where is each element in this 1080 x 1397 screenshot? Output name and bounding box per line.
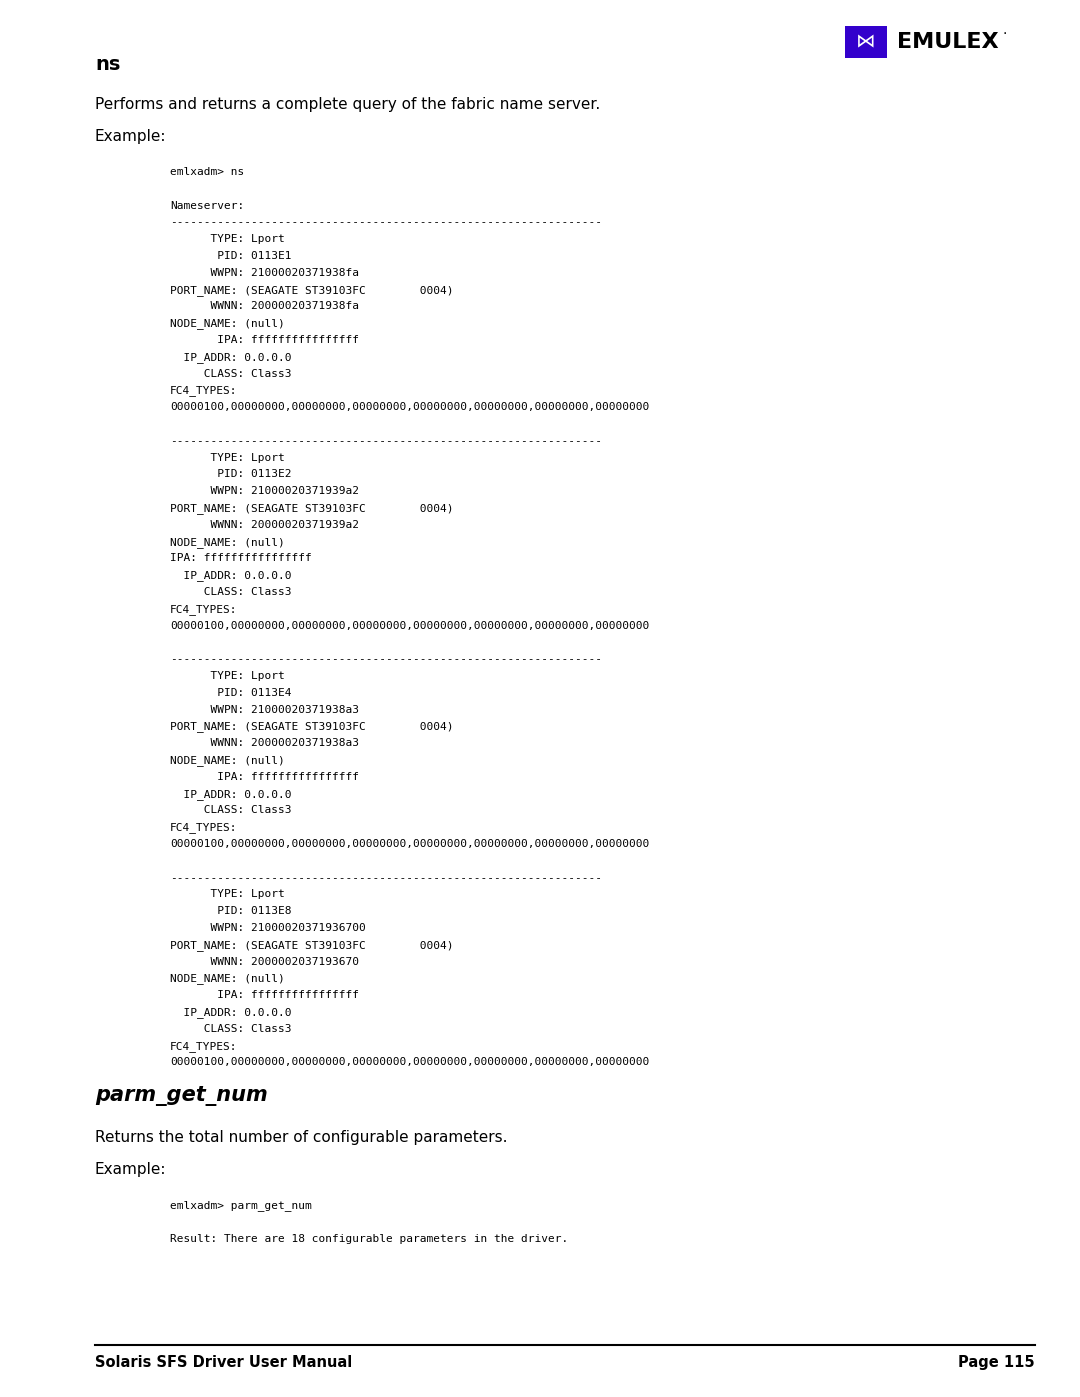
Text: FC4_TYPES:: FC4_TYPES: <box>170 823 238 833</box>
Text: NODE_NAME: (null): NODE_NAME: (null) <box>170 319 285 330</box>
Text: PID: 0113E8: PID: 0113E8 <box>170 907 292 916</box>
Text: FC4_TYPES:: FC4_TYPES: <box>170 604 238 615</box>
Text: NODE_NAME: (null): NODE_NAME: (null) <box>170 974 285 985</box>
Text: ----------------------------------------------------------------: ----------------------------------------… <box>170 436 602 446</box>
FancyBboxPatch shape <box>845 27 887 59</box>
Text: ----------------------------------------------------------------: ----------------------------------------… <box>170 873 602 883</box>
Text: CLASS: Class3: CLASS: Class3 <box>170 587 292 597</box>
Text: ns: ns <box>95 54 120 74</box>
Text: Result: There are 18 configurable parameters in the driver.: Result: There are 18 configurable parame… <box>170 1234 568 1243</box>
Text: WWNN: 20000020371938a3: WWNN: 20000020371938a3 <box>170 738 359 749</box>
Text: WWNN: 2000002037193670: WWNN: 2000002037193670 <box>170 957 359 967</box>
Text: ----------------------------------------------------------------: ----------------------------------------… <box>170 654 602 664</box>
Text: WWPN: 21000020371936700: WWPN: 21000020371936700 <box>170 923 366 933</box>
Text: PID: 0113E1: PID: 0113E1 <box>170 251 292 261</box>
Text: Example:: Example: <box>95 129 166 144</box>
Text: IPA: ffffffffffffffff: IPA: ffffffffffffffff <box>170 771 359 782</box>
Text: TYPE: Lport: TYPE: Lport <box>170 671 285 680</box>
Text: 00000100,00000000,00000000,00000000,00000000,00000000,00000000,00000000: 00000100,00000000,00000000,00000000,0000… <box>170 840 649 849</box>
Text: IP_ADDR: 0.0.0.0: IP_ADDR: 0.0.0.0 <box>170 570 292 581</box>
Text: CLASS: Class3: CLASS: Class3 <box>170 806 292 816</box>
Text: TYPE: Lport: TYPE: Lport <box>170 235 285 244</box>
Text: WWNN: 20000020371939a2: WWNN: 20000020371939a2 <box>170 520 359 529</box>
Text: PORT_NAME: (SEAGATE ST39103FC        0004): PORT_NAME: (SEAGATE ST39103FC 0004) <box>170 503 454 514</box>
Text: ----------------------------------------------------------------: ----------------------------------------… <box>170 218 602 228</box>
Text: parm_get_num: parm_get_num <box>95 1087 268 1106</box>
Text: ⋈: ⋈ <box>856 32 876 52</box>
Text: PID: 0113E2: PID: 0113E2 <box>170 469 292 479</box>
Text: Returns the total number of configurable parameters.: Returns the total number of configurable… <box>95 1130 508 1146</box>
Text: TYPE: Lport: TYPE: Lport <box>170 890 285 900</box>
Text: WWPN: 21000020371938fa: WWPN: 21000020371938fa <box>170 268 359 278</box>
Text: CLASS: Class3: CLASS: Class3 <box>170 1024 292 1034</box>
Text: EMULEX: EMULEX <box>897 32 999 52</box>
Text: FC4_TYPES:: FC4_TYPES: <box>170 386 238 397</box>
Text: IPA: ffffffffffffffff: IPA: ffffffffffffffff <box>170 335 359 345</box>
Text: Example:: Example: <box>95 1162 166 1178</box>
Text: 00000100,00000000,00000000,00000000,00000000,00000000,00000000,00000000: 00000100,00000000,00000000,00000000,0000… <box>170 402 649 412</box>
Text: Page 115: Page 115 <box>958 1355 1035 1370</box>
Text: PID: 0113E4: PID: 0113E4 <box>170 687 292 697</box>
Text: IPA: ffffffffffffffff: IPA: ffffffffffffffff <box>170 990 359 1000</box>
Text: WWPN: 21000020371938a3: WWPN: 21000020371938a3 <box>170 704 359 715</box>
Text: IPA: ffffffffffffffff: IPA: ffffffffffffffff <box>170 553 312 563</box>
Text: IP_ADDR: 0.0.0.0: IP_ADDR: 0.0.0.0 <box>170 352 292 363</box>
Text: WWPN: 21000020371939a2: WWPN: 21000020371939a2 <box>170 486 359 496</box>
Text: WWNN: 20000020371938fa: WWNN: 20000020371938fa <box>170 302 359 312</box>
Text: IP_ADDR: 0.0.0.0: IP_ADDR: 0.0.0.0 <box>170 788 292 799</box>
Text: ·: · <box>1002 27 1007 41</box>
Text: NODE_NAME: (null): NODE_NAME: (null) <box>170 536 285 548</box>
Text: Solaris SFS Driver User Manual: Solaris SFS Driver User Manual <box>95 1355 352 1370</box>
Text: 00000100,00000000,00000000,00000000,00000000,00000000,00000000,00000000: 00000100,00000000,00000000,00000000,0000… <box>170 620 649 630</box>
Text: emlxadm> parm_get_num: emlxadm> parm_get_num <box>170 1200 312 1211</box>
Text: Nameserver:: Nameserver: <box>170 201 244 211</box>
Text: 00000100,00000000,00000000,00000000,00000000,00000000,00000000,00000000: 00000100,00000000,00000000,00000000,0000… <box>170 1058 649 1067</box>
Text: TYPE: Lport: TYPE: Lport <box>170 453 285 462</box>
Text: PORT_NAME: (SEAGATE ST39103FC        0004): PORT_NAME: (SEAGATE ST39103FC 0004) <box>170 721 454 732</box>
Text: emlxadm> ns: emlxadm> ns <box>170 168 244 177</box>
Text: PORT_NAME: (SEAGATE ST39103FC        0004): PORT_NAME: (SEAGATE ST39103FC 0004) <box>170 940 454 951</box>
Text: PORT_NAME: (SEAGATE ST39103FC        0004): PORT_NAME: (SEAGATE ST39103FC 0004) <box>170 285 454 296</box>
Text: CLASS: Class3: CLASS: Class3 <box>170 369 292 379</box>
Text: IP_ADDR: 0.0.0.0: IP_ADDR: 0.0.0.0 <box>170 1007 292 1018</box>
Text: Performs and returns a complete query of the fabric name server.: Performs and returns a complete query of… <box>95 96 600 112</box>
Text: NODE_NAME: (null): NODE_NAME: (null) <box>170 754 285 766</box>
Text: FC4_TYPES:: FC4_TYPES: <box>170 1041 238 1052</box>
